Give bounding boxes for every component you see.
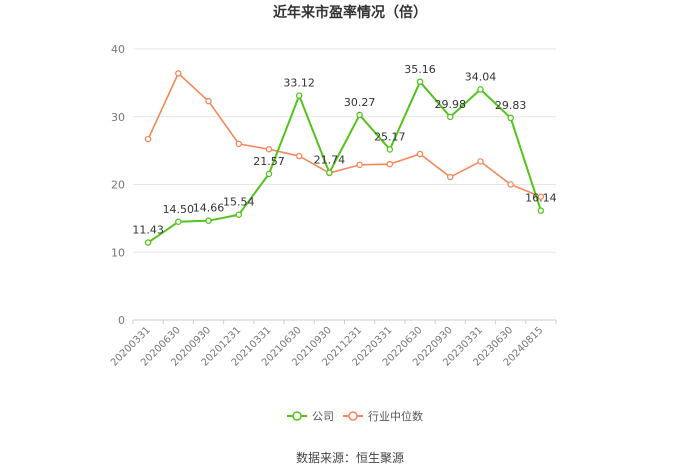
chart-title: 近年来市盈率情况（倍）: [273, 4, 427, 21]
data-point: [477, 158, 484, 165]
data-label: 14.50: [163, 203, 195, 216]
data-point: [295, 92, 303, 99]
y-tick-label: 30: [111, 111, 125, 124]
series-line: [147, 72, 542, 198]
data-point: [175, 70, 182, 77]
legend-item-industry-median[interactable]: 行业中位数: [343, 409, 423, 423]
data-label: 25.17: [374, 130, 406, 143]
data-label: 15.54: [223, 196, 255, 209]
source-note: 数据来源：恒生聚源: [296, 450, 404, 465]
legend-label: 公司: [312, 410, 334, 423]
data-point: [144, 239, 152, 246]
data-point: [175, 218, 182, 226]
data-label: 33.12: [283, 77, 315, 90]
data-point: [507, 114, 514, 122]
y-tick-label: 0: [118, 314, 125, 327]
data-point: [537, 193, 545, 200]
data-label: 29.83: [495, 99, 527, 112]
data-label: 14.66: [193, 202, 225, 215]
data-point: [295, 152, 303, 160]
data-label: 35.16: [404, 63, 436, 76]
data-label: 11.43: [132, 224, 164, 237]
data-label: 21.57: [253, 155, 285, 168]
y-axis: 0 10 20 30 40: [111, 43, 125, 327]
legend-swatch-marker: [292, 411, 302, 421]
data-point: [477, 86, 484, 93]
data-label: 21.74: [314, 154, 346, 167]
y-tick-label: 10: [111, 246, 125, 259]
data-point: [446, 173, 454, 181]
data-point: [416, 150, 424, 158]
data-point: [205, 217, 212, 224]
data-point: [386, 160, 394, 168]
series-industry-median: [144, 70, 545, 200]
y-tick-label: 40: [111, 43, 125, 56]
data-point: [446, 113, 454, 121]
data-point: [235, 211, 242, 218]
data-label: 34.04: [465, 70, 497, 83]
data-point: [144, 135, 152, 143]
data-point: [507, 181, 514, 188]
data-point: [205, 97, 212, 105]
data-point: [235, 140, 242, 148]
data-point: [265, 146, 273, 153]
data-label: 16.14: [525, 192, 557, 205]
legend-swatch-marker: [348, 411, 358, 421]
x-axis: 2020033120200630202009302020123120210331…: [109, 319, 557, 369]
data-point: [356, 111, 363, 119]
y-tick-label: 20: [111, 179, 125, 192]
data-point: [326, 169, 333, 176]
series-line: [147, 80, 542, 244]
data-point: [356, 161, 363, 169]
data-point: [265, 170, 273, 178]
data-point: [386, 146, 394, 153]
legend-item-company[interactable]: 公司: [287, 410, 334, 423]
data-label: 29.98: [435, 98, 467, 111]
data-point: [416, 78, 424, 86]
legend-label: 行业中位数: [368, 409, 423, 423]
data-point: [537, 207, 545, 214]
data-label: 30.27: [344, 96, 376, 109]
legend[interactable]: 公司 行业中位数: [287, 409, 423, 423]
